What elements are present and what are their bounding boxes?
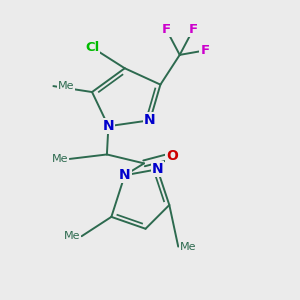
Text: Me: Me (52, 154, 68, 164)
Text: Cl: Cl (85, 41, 99, 54)
Text: Me: Me (58, 81, 74, 91)
Text: Me: Me (180, 242, 196, 252)
Text: N: N (119, 168, 130, 182)
Text: F: F (200, 44, 209, 57)
Text: N: N (103, 119, 114, 133)
Text: F: F (162, 23, 171, 36)
Text: O: O (167, 149, 178, 163)
Text: N: N (144, 113, 156, 127)
Text: N: N (152, 162, 163, 176)
Text: F: F (188, 23, 198, 36)
Text: Me: Me (64, 231, 80, 241)
